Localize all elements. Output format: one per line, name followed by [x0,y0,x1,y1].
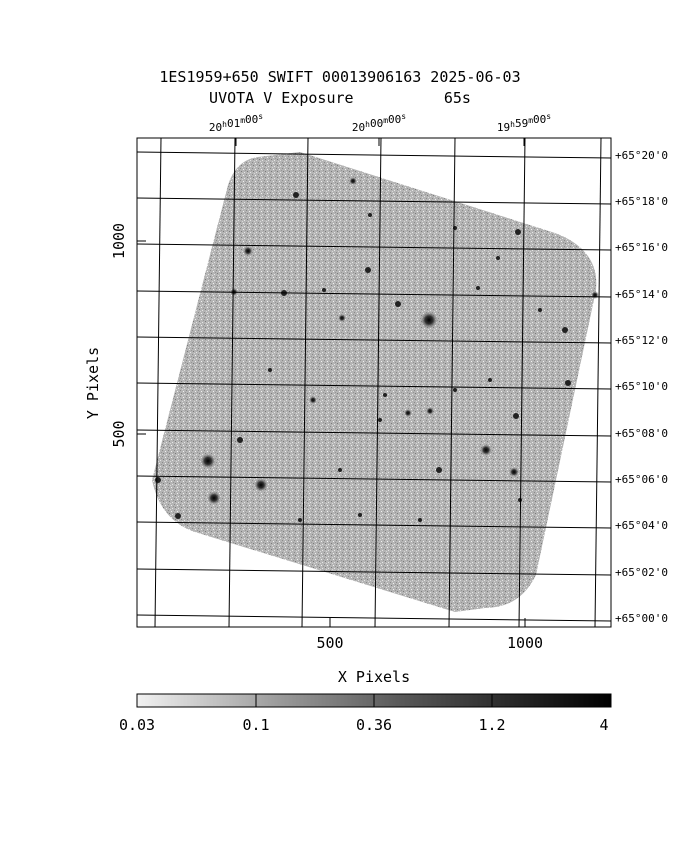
plot-title: 1ES1959+650 SWIFT 00013906163 2025-06-03 [159,68,521,86]
grid-line [136,429,612,437]
star [395,301,401,307]
dec-tick-label: +65°08'0 [615,427,668,440]
star-field [155,177,599,522]
star [476,286,480,290]
y-axis-label: Y Pixels [84,347,102,419]
star [338,468,342,472]
star [436,467,442,473]
colorbar-label: 0.36 [356,716,392,734]
x-axis-label: X Pixels [338,668,410,686]
star [358,513,362,517]
grid-line [136,243,612,251]
star [175,513,181,519]
coordinate-grid [136,137,612,628]
grid-line [136,475,612,483]
colorbar-label: 0.1 [242,716,269,734]
star [513,413,519,419]
plot-frame [136,137,612,628]
dec-tick-label: +65°04'0 [615,519,668,532]
star [237,437,243,443]
star [293,192,299,198]
star [338,314,346,322]
grid-line [154,137,162,628]
grid-line [136,290,612,298]
star [565,380,571,386]
star [538,308,542,312]
star [155,477,161,483]
star [591,291,599,299]
star [365,267,371,273]
star [496,256,500,260]
star [243,246,253,256]
dec-tick-label: +65°18'0 [615,195,668,208]
x-tick-label: 500 [316,634,343,652]
ra-tick-label: 20h00m00s [352,112,406,134]
dec-tick-label: +65°14'0 [615,288,668,301]
grid-line [301,137,309,628]
y-tick-label: 500 [110,420,128,447]
grid-line [136,382,612,390]
star [404,409,412,417]
colorbar-label: 0.03 [119,716,155,734]
ra-tick-label: 19h59m00s [497,112,551,134]
star [383,393,387,397]
star [420,311,438,329]
star [509,467,519,477]
star [207,491,221,505]
y-tick-label: 1000 [110,223,128,259]
star [515,229,521,235]
dec-tick-label: +65°06'0 [615,473,668,486]
star [368,213,372,217]
grid-line [518,137,526,628]
star [418,518,422,522]
colorbar-label: 4 [599,716,608,734]
dec-tick-label: +65°16'0 [615,241,668,254]
x-tick-label: 1000 [507,634,543,652]
dec-tick-label: +65°00'0 [615,612,668,625]
star [349,177,357,185]
colorbar-label: 1.2 [478,716,505,734]
star [322,288,326,292]
star [309,396,317,404]
grid-line [136,521,612,529]
star [518,498,522,502]
colorbar [136,693,612,708]
exposure-footprint [152,152,597,612]
ra-tick-label: 20h01m00s [209,112,263,134]
star [200,453,216,469]
star [268,368,272,372]
dec-tick-label: +65°12'0 [615,334,668,347]
grid-line [594,137,602,628]
dec-tick-label: +65°20'0 [615,149,668,162]
grid-line [136,336,612,344]
star [298,518,302,522]
dec-tick-label: +65°10'0 [615,380,668,393]
star [562,327,568,333]
grid-line [136,197,612,205]
grid-line [374,137,382,628]
grid-line [136,151,612,159]
grid-line [136,614,612,622]
star [426,407,434,415]
star [453,388,457,392]
dec-tick-label: +65°02'0 [615,566,668,579]
grid-line [228,137,236,628]
star [480,444,492,456]
star [378,418,382,422]
grid-line [136,568,612,576]
plot-subtitle: UVOTA V Exposure 65s [209,89,471,107]
grid-line [448,137,456,628]
star [254,478,268,492]
star [488,378,492,382]
